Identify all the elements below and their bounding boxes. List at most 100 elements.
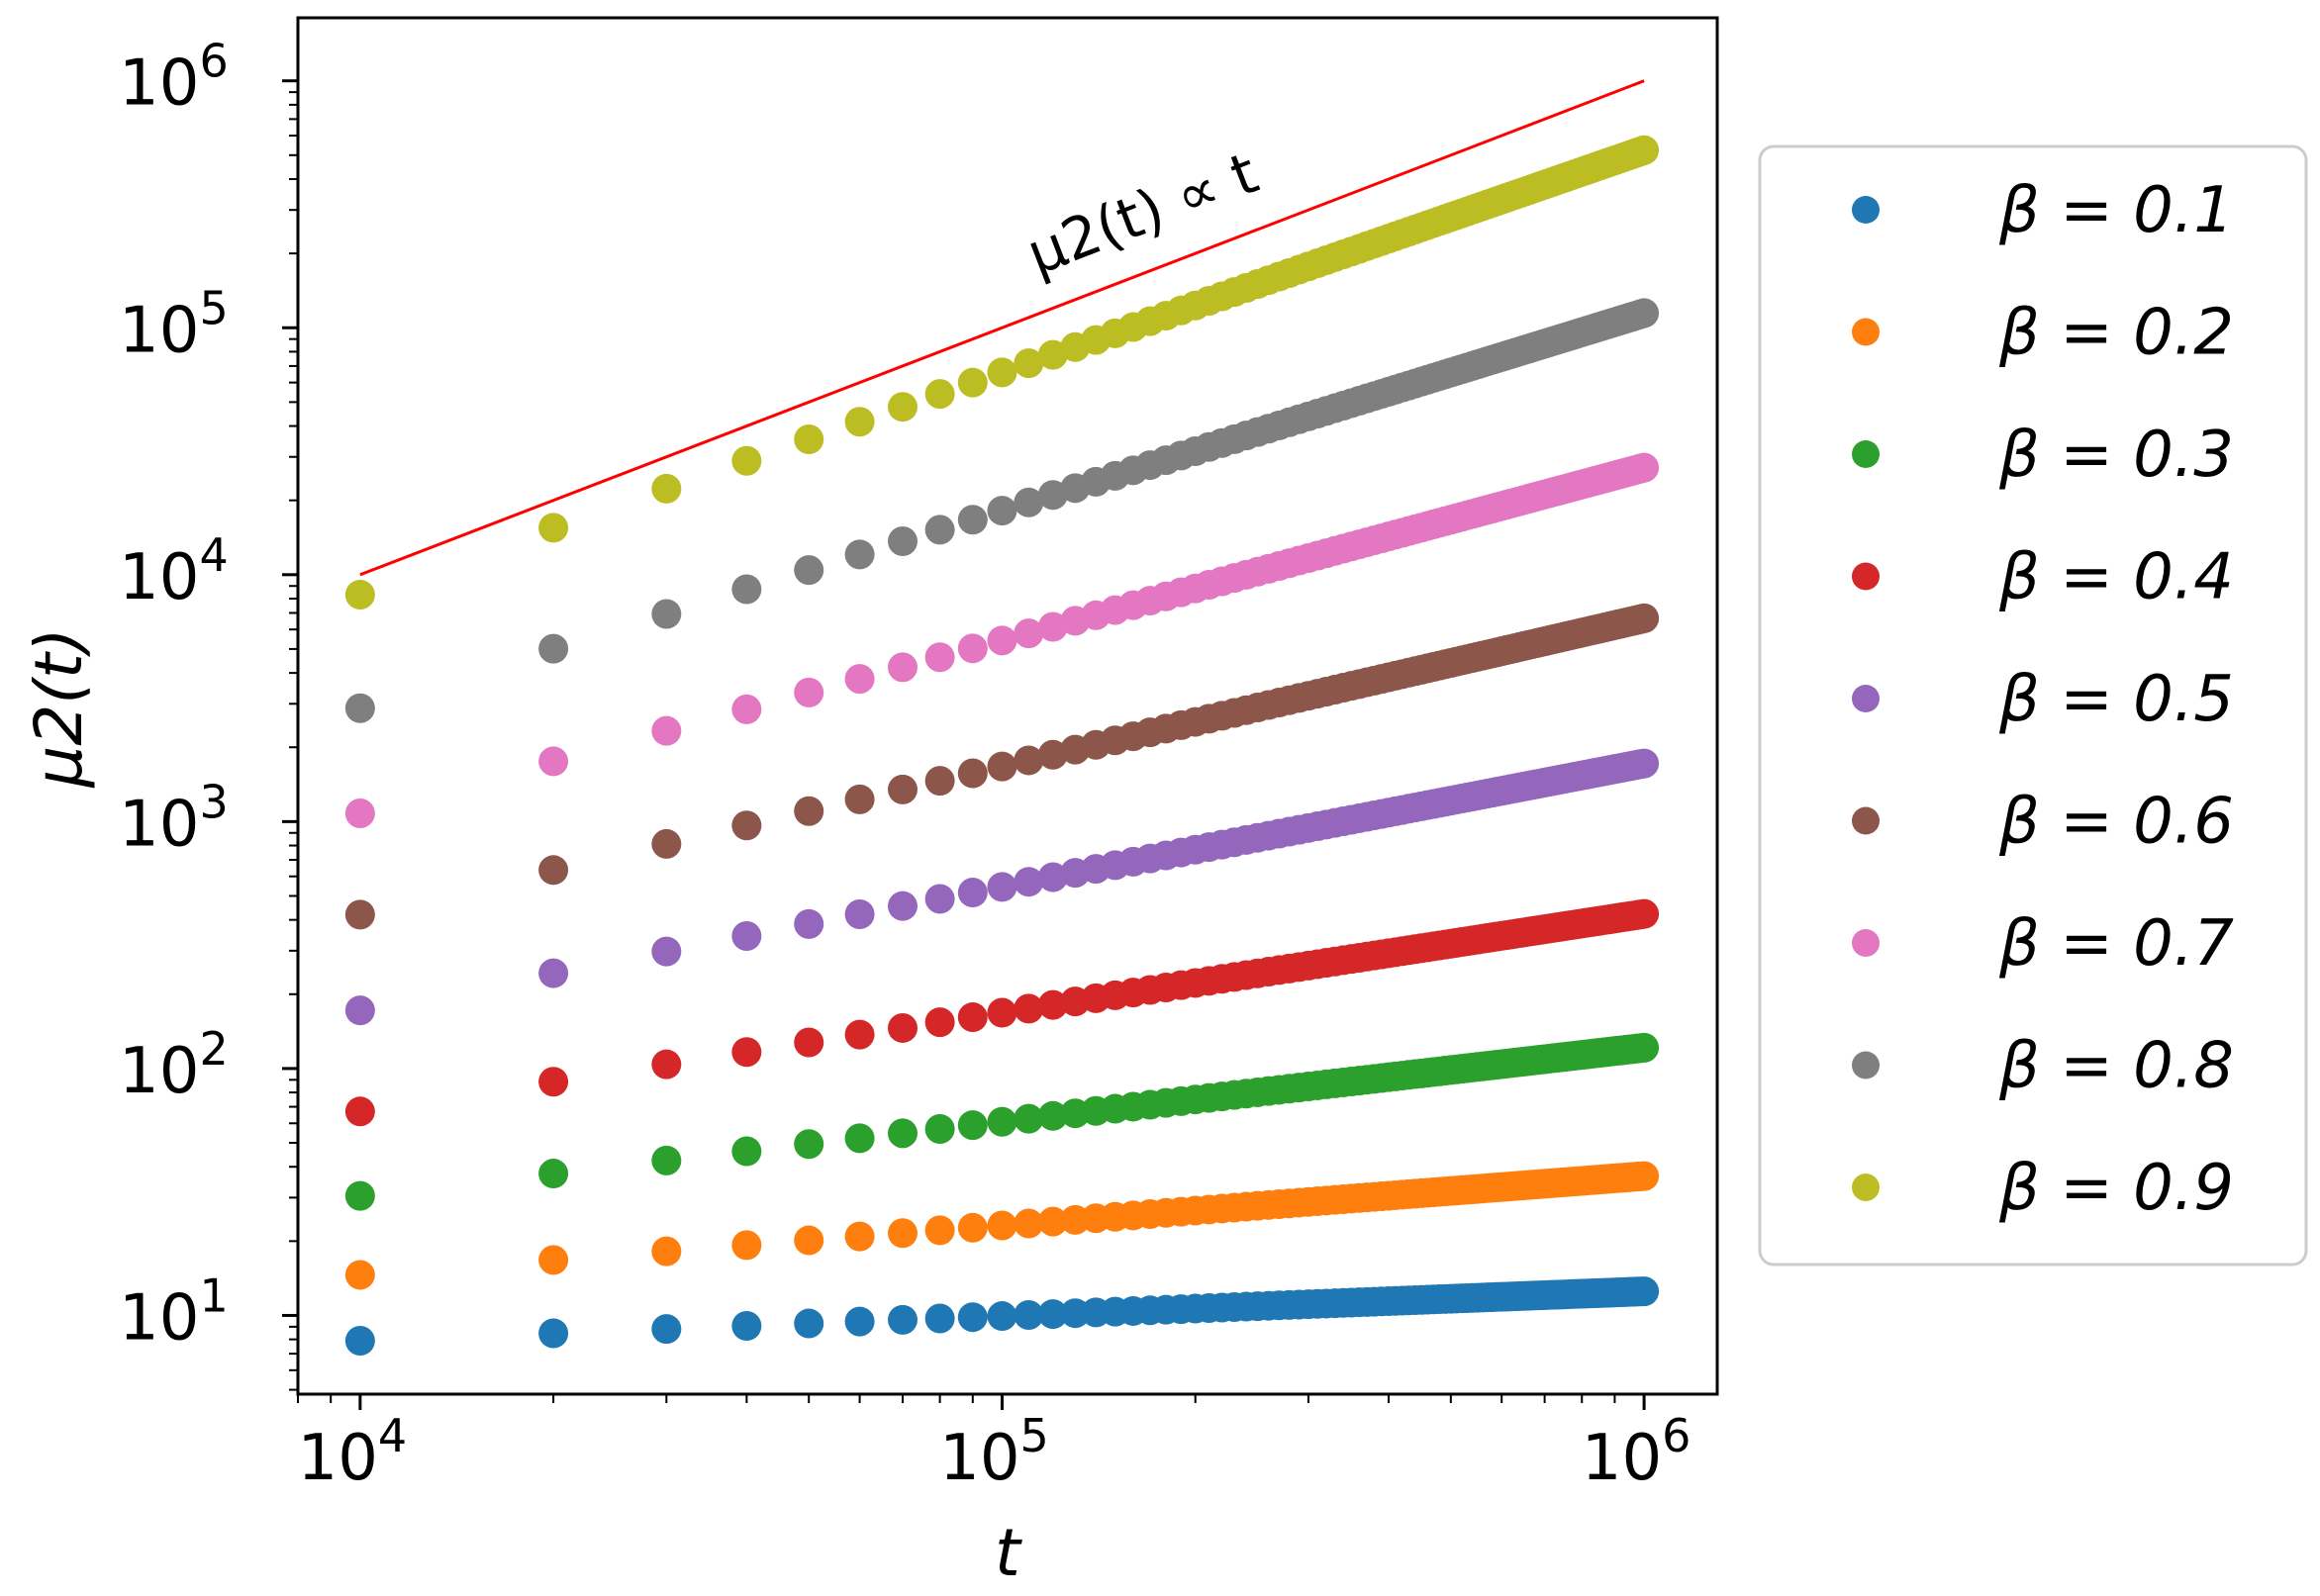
data-point	[344, 899, 375, 930]
data-point	[538, 1245, 569, 1275]
series-beta-0.8	[344, 298, 1660, 723]
data-point	[1629, 135, 1660, 165]
legend-marker	[1852, 196, 1880, 224]
legend-label: β = 0.4	[1998, 541, 2234, 614]
data-point	[731, 921, 762, 952]
axis-ticks: 104 105 106 101 102 103 104 105 106	[119, 35, 1691, 1495]
data-point	[844, 1221, 875, 1252]
series-beta-0.2	[344, 1161, 1660, 1290]
data-point	[651, 715, 682, 746]
x-axis-label: t	[995, 1515, 1022, 1591]
data-point	[344, 1326, 375, 1356]
data-point	[1629, 748, 1660, 779]
data-point	[538, 855, 569, 886]
data-point	[888, 1304, 918, 1335]
data-point	[1037, 739, 1068, 770]
data-point	[794, 677, 824, 707]
data-point	[1014, 618, 1044, 649]
data-point	[651, 1049, 682, 1080]
data-point	[651, 828, 682, 859]
data-point	[1037, 1100, 1068, 1131]
data-point	[651, 473, 682, 504]
series-beta-0.9	[344, 135, 1660, 610]
data-point	[888, 1218, 918, 1249]
data-point	[1037, 862, 1068, 892]
data-point	[794, 908, 824, 939]
data-point	[924, 1215, 955, 1246]
data-point	[957, 758, 988, 789]
data-point	[651, 1145, 682, 1175]
legend-label: β = 0.9	[1998, 1152, 2234, 1225]
series-beta-0.4	[344, 898, 1660, 1127]
data-point	[888, 891, 918, 921]
y-tick-label: 103	[119, 775, 229, 861]
data-point	[731, 810, 762, 841]
data-point	[344, 580, 375, 610]
data-point	[794, 1129, 824, 1160]
legend-frame	[1758, 144, 2308, 1267]
data-point	[844, 539, 875, 570]
data-point	[957, 505, 988, 535]
data-point	[1014, 993, 1044, 1024]
data-point	[794, 424, 824, 455]
legend-label: β = 0.5	[1998, 663, 2234, 736]
data-point	[1629, 898, 1660, 929]
data-point	[924, 884, 955, 914]
data-point	[987, 496, 1017, 526]
legend-marker	[1852, 318, 1880, 346]
legend-item: β = 0.5	[1852, 663, 2234, 736]
data-point	[1629, 1161, 1660, 1191]
data-point	[538, 633, 569, 664]
legend-item: β = 0.1	[1852, 174, 2234, 247]
data-point	[1037, 1206, 1068, 1237]
data-point	[538, 1067, 569, 1097]
data-point	[987, 751, 1017, 782]
data-point	[651, 1236, 682, 1267]
data-point	[987, 625, 1017, 656]
legend-label: β = 0.8	[1998, 1030, 2234, 1103]
data-point	[1014, 1300, 1044, 1331]
data-point	[794, 1308, 824, 1339]
legend-marker	[1852, 1174, 1880, 1201]
data-point	[731, 1037, 762, 1068]
data-point	[1037, 611, 1068, 642]
data-point	[1037, 339, 1068, 370]
data-point	[987, 872, 1017, 902]
data-points	[344, 135, 1660, 1356]
data-point	[844, 407, 875, 437]
series-beta-0.6	[344, 603, 1660, 930]
data-point	[1629, 1276, 1660, 1307]
legend-item: β = 0.8	[1852, 1030, 2234, 1103]
data-point	[538, 958, 569, 988]
data-point	[844, 1306, 875, 1337]
data-point	[844, 784, 875, 814]
data-point	[731, 574, 762, 605]
data-point	[1014, 745, 1044, 776]
y-tick-label: 105	[119, 281, 229, 367]
plot-area	[296, 16, 1719, 1396]
data-point	[957, 1302, 988, 1333]
data-point	[794, 1225, 824, 1256]
legend-label: β = 0.6	[1998, 786, 2234, 859]
legend-label: β = 0.1	[1998, 174, 2234, 247]
legend-marker	[1852, 440, 1880, 468]
data-point	[344, 693, 375, 723]
y-tick-label: 106	[119, 35, 229, 121]
data-point	[987, 357, 1017, 388]
data-point	[1037, 480, 1068, 511]
data-point	[888, 392, 918, 422]
data-point	[924, 379, 955, 410]
data-point	[924, 515, 955, 545]
data-point	[844, 1123, 875, 1154]
legend-item: β = 0.7	[1852, 907, 2234, 981]
legend-marker	[1852, 806, 1880, 835]
y-tick-label: 104	[119, 528, 229, 614]
data-point	[1014, 487, 1044, 517]
data-point	[1014, 348, 1044, 379]
legend: β = 0.1 β = 0.2 β = 0.3 β = 0.4 β = 0.5 β = 0…	[1758, 144, 2308, 1267]
legend-item: β = 0.3	[1852, 419, 2234, 492]
data-point	[731, 445, 762, 476]
y-axis-label: μ2(t)	[21, 627, 97, 788]
data-point	[538, 746, 569, 777]
